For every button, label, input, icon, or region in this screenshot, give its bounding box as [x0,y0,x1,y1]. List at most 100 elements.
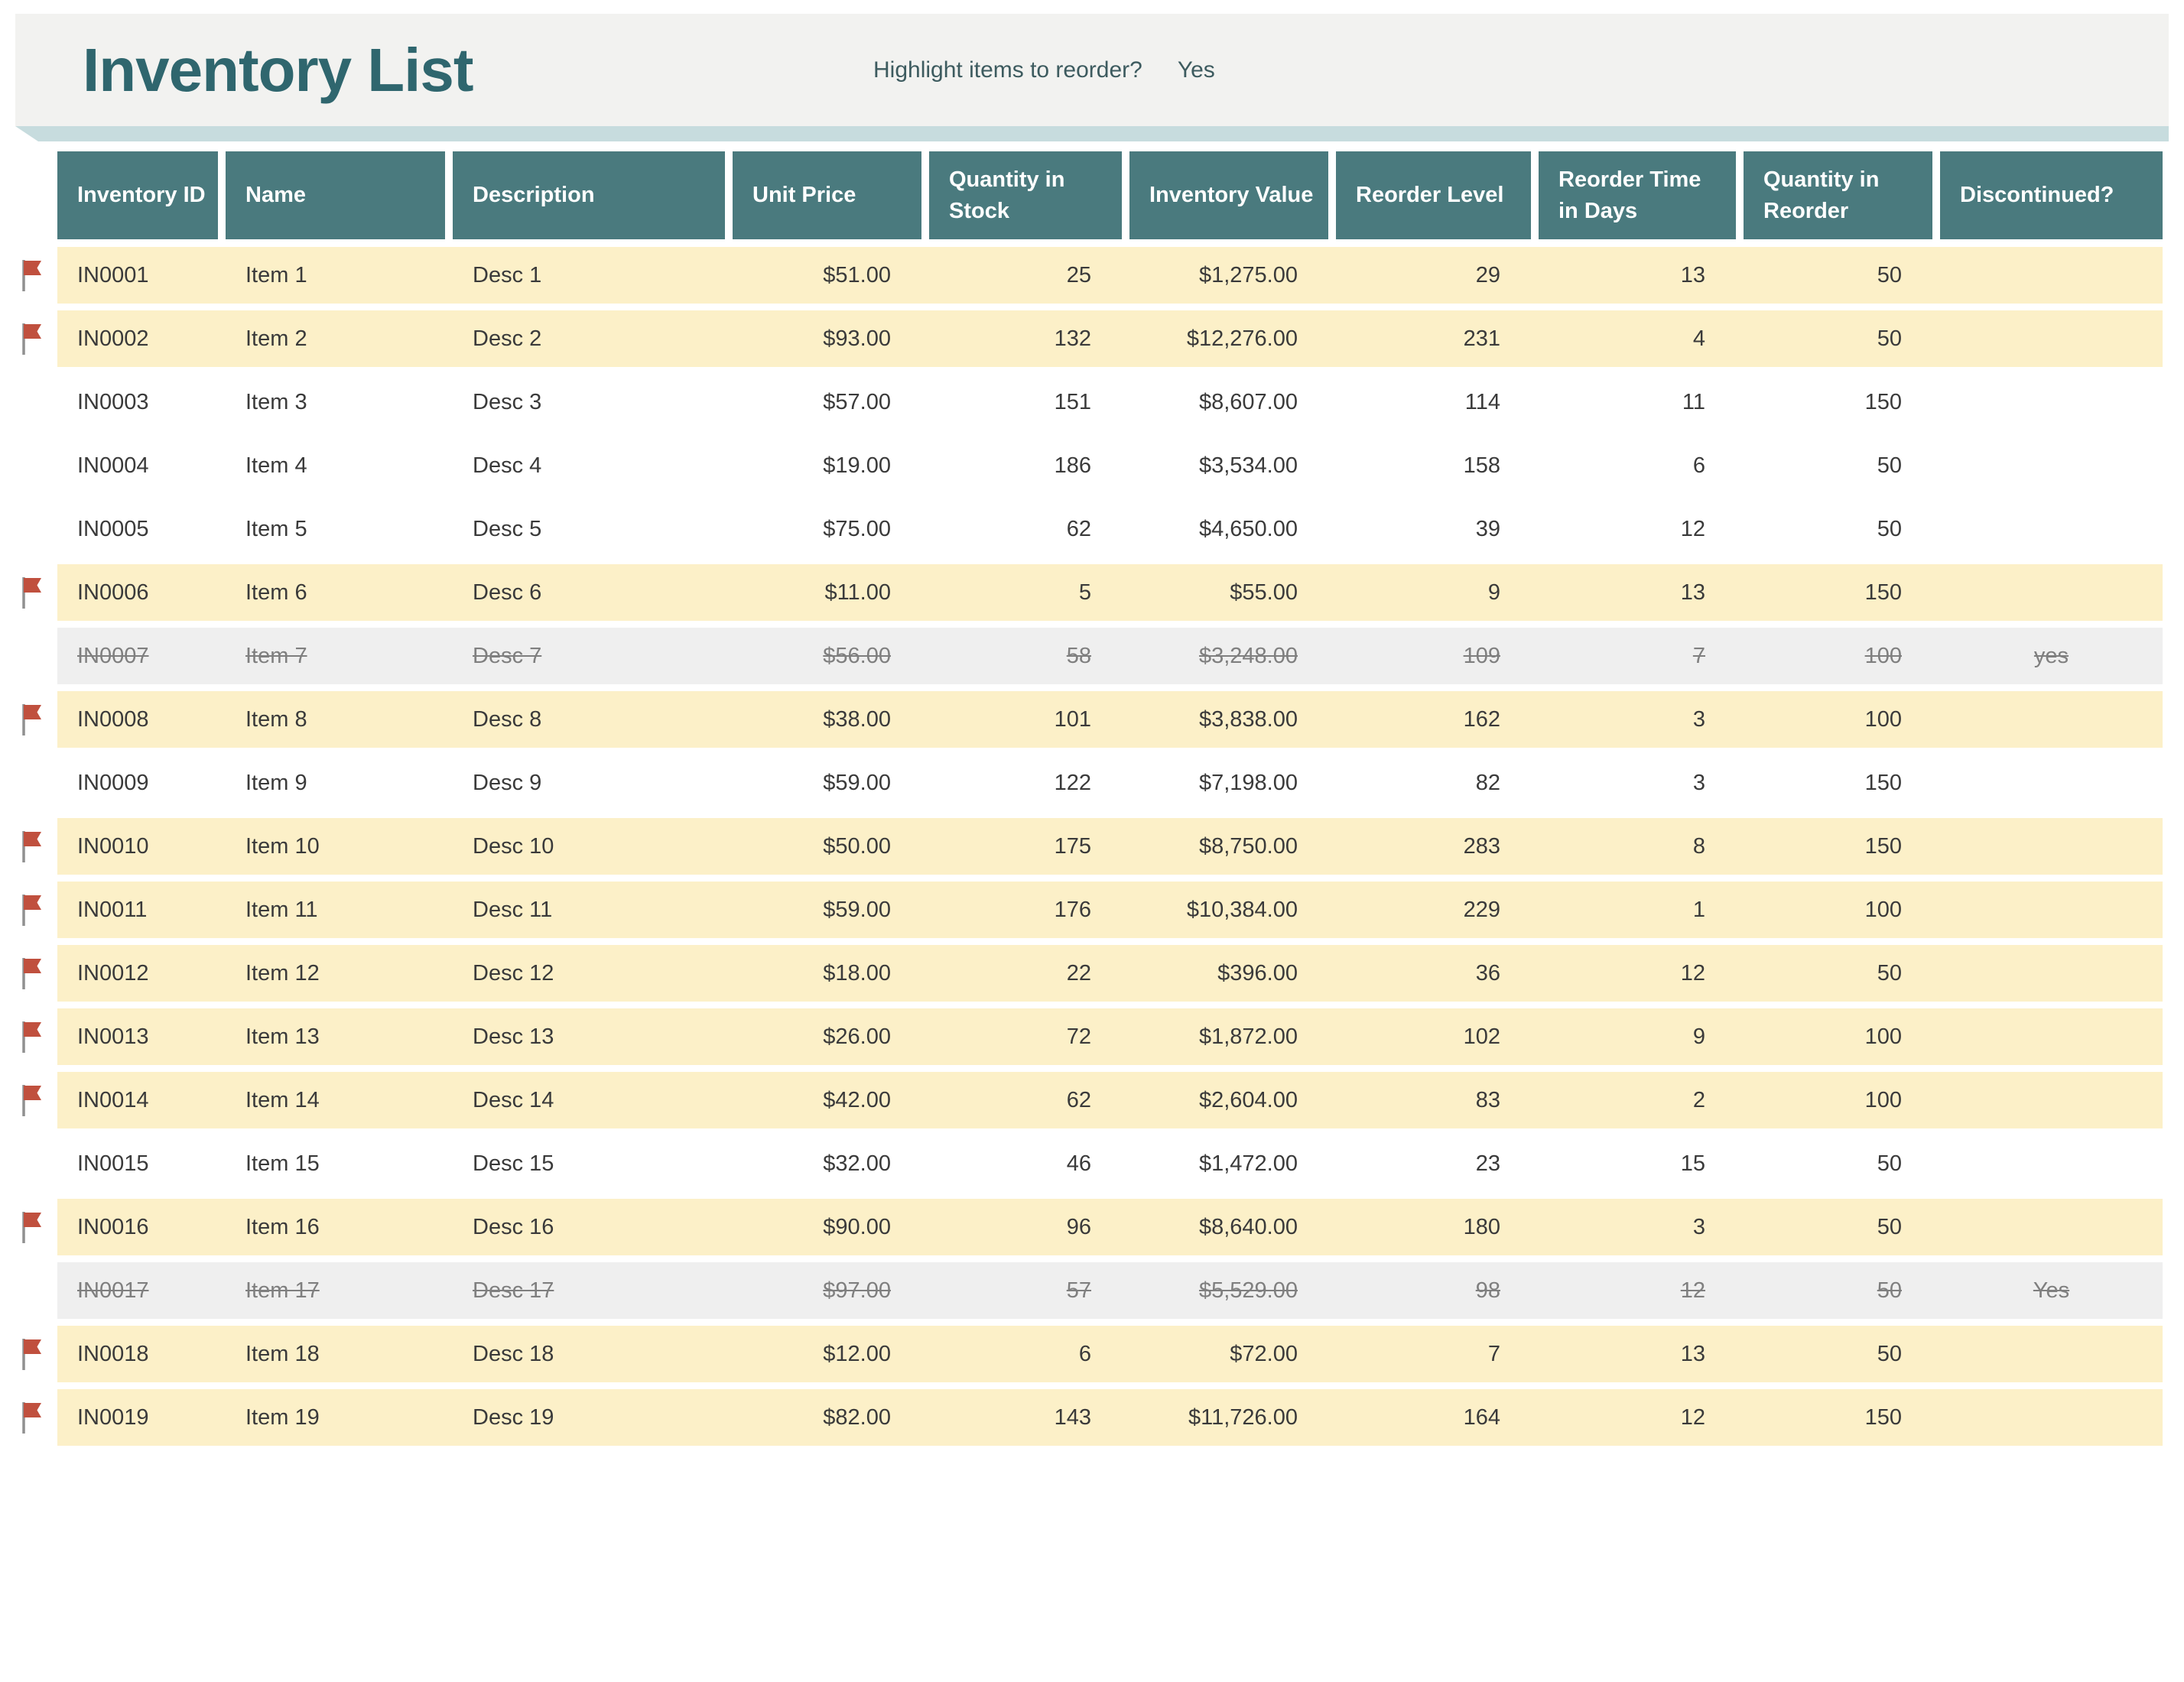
cell-reorder-time-in-days[interactable]: 13 [1680,580,1705,605]
cell-quantity-in-stock[interactable]: 58 [1066,643,1091,668]
cell-unit-price[interactable]: $26.00 [823,1024,891,1049]
cell-description[interactable]: Desc 13 [473,1024,554,1049]
cell-name[interactable]: Item 13 [245,1024,320,1049]
cell-description[interactable]: Desc 18 [473,1341,554,1366]
cell-inventory-id[interactable]: IN0008 [77,706,149,732]
cell-description[interactable]: Desc 4 [473,453,542,478]
cell-name[interactable]: Item 16 [245,1214,320,1239]
cell-quantity-in-reorder[interactable]: 150 [1864,389,1902,414]
cell-unit-price[interactable]: $59.00 [823,897,891,922]
cell-reorder-level[interactable]: 82 [1475,770,1500,795]
cell-reorder-time-in-days[interactable]: 11 [1682,389,1705,414]
cell-inventory-id[interactable]: IN0004 [77,453,149,478]
cell-inventory-id[interactable]: IN0001 [77,262,149,287]
cell-name[interactable]: Item 5 [245,516,307,541]
cell-unit-price[interactable]: $50.00 [823,833,891,859]
cell-description[interactable]: Desc 16 [473,1214,554,1239]
cell-unit-price[interactable]: $38.00 [823,706,891,732]
cell-reorder-level[interactable]: 114 [1464,389,1500,414]
cell-unit-price[interactable]: $90.00 [823,1214,891,1239]
cell-quantity-in-stock[interactable]: 101 [1054,706,1091,732]
cell-description[interactable]: Desc 11 [473,897,553,922]
cell-quantity-in-reorder[interactable]: 150 [1864,770,1902,795]
cell-name[interactable]: Item 12 [245,960,320,985]
cell-quantity-in-stock[interactable]: 62 [1066,1087,1091,1112]
cell-inventory-value[interactable]: $3,838.00 [1198,706,1298,732]
cell-quantity-in-stock[interactable]: 176 [1054,897,1091,922]
cell-description[interactable]: Desc 7 [473,643,542,668]
cell-inventory-id[interactable]: IN0005 [77,516,149,541]
cell-name[interactable]: Item 8 [245,706,307,732]
cell-reorder-level[interactable]: 98 [1475,1278,1500,1303]
cell-discontinued[interactable]: Yes [2033,1278,2070,1303]
cell-reorder-time-in-days[interactable]: 3 [1692,1214,1705,1239]
cell-reorder-time-in-days[interactable]: 1 [1692,897,1705,922]
cell-description[interactable]: Desc 17 [473,1278,554,1303]
cell-reorder-level[interactable]: 283 [1463,833,1500,859]
cell-quantity-in-stock[interactable]: 62 [1066,516,1091,541]
cell-inventory-value[interactable]: $3,248.00 [1198,643,1298,668]
cell-quantity-in-stock[interactable]: 143 [1054,1404,1091,1430]
cell-unit-price[interactable]: $82.00 [823,1404,891,1430]
cell-inventory-value[interactable]: $5,529.00 [1198,1278,1298,1303]
cell-inventory-value[interactable]: $12,276.00 [1186,326,1298,351]
cell-reorder-level[interactable]: 9 [1487,580,1500,605]
cell-quantity-in-stock[interactable]: 186 [1054,453,1091,478]
cell-name[interactable]: Item 3 [245,389,307,414]
cell-reorder-level[interactable]: 180 [1463,1214,1500,1239]
cell-description[interactable]: Desc 2 [473,326,542,351]
cell-unit-price[interactable]: $97.00 [823,1278,891,1303]
cell-name[interactable]: Item 7 [245,643,307,668]
cell-reorder-time-in-days[interactable]: 3 [1692,770,1705,795]
cell-inventory-value[interactable]: $3,534.00 [1198,453,1298,478]
cell-reorder-time-in-days[interactable]: 12 [1680,1404,1705,1430]
cell-inventory-value[interactable]: $4,650.00 [1198,516,1298,541]
cell-description[interactable]: Desc 10 [473,833,554,859]
cell-name[interactable]: Item 11 [245,897,318,922]
cell-reorder-time-in-days[interactable]: 6 [1692,453,1705,478]
reorder-prompt-value[interactable]: Yes [1177,57,1215,83]
cell-description[interactable]: Desc 9 [473,770,542,795]
cell-inventory-value[interactable]: $8,640.00 [1198,1214,1298,1239]
cell-inventory-id[interactable]: IN0003 [77,389,149,414]
cell-discontinued[interactable]: yes [2033,643,2069,668]
cell-reorder-time-in-days[interactable]: 4 [1692,326,1705,351]
cell-reorder-level[interactable]: 229 [1463,897,1500,922]
cell-reorder-time-in-days[interactable]: 12 [1680,1278,1705,1303]
cell-description[interactable]: Desc 6 [473,580,542,605]
cell-reorder-level[interactable]: 102 [1463,1024,1500,1049]
cell-quantity-in-reorder[interactable]: 50 [1877,453,1902,478]
cell-quantity-in-stock[interactable]: 151 [1054,389,1091,414]
cell-unit-price[interactable]: $57.00 [823,389,891,414]
cell-name[interactable]: Item 14 [245,1087,320,1112]
cell-description[interactable]: Desc 3 [473,389,542,414]
cell-quantity-in-reorder[interactable]: 150 [1864,833,1902,859]
cell-quantity-in-stock[interactable]: 57 [1066,1278,1091,1303]
cell-unit-price[interactable]: $11.00 [824,580,891,605]
cell-quantity-in-stock[interactable]: 122 [1054,770,1091,795]
cell-name[interactable]: Item 1 [245,262,307,287]
cell-quantity-in-reorder[interactable]: 50 [1877,1151,1902,1176]
cell-quantity-in-stock[interactable]: 6 [1078,1341,1091,1366]
cell-unit-price[interactable]: $51.00 [823,262,891,287]
cell-name[interactable]: Item 17 [245,1278,320,1303]
cell-description[interactable]: Desc 5 [473,516,542,541]
cell-inventory-id[interactable]: IN0015 [77,1151,149,1176]
cell-reorder-level[interactable]: 29 [1475,262,1500,287]
cell-inventory-value[interactable]: $11,726.00 [1188,1404,1298,1430]
cell-reorder-time-in-days[interactable]: 8 [1692,833,1705,859]
cell-inventory-id[interactable]: IN0018 [77,1341,149,1366]
cell-reorder-level[interactable]: 36 [1475,960,1500,985]
cell-inventory-value[interactable]: $7,198.00 [1198,770,1298,795]
cell-reorder-time-in-days[interactable]: 13 [1680,262,1705,287]
cell-name[interactable]: Item 19 [245,1404,320,1430]
cell-reorder-time-in-days[interactable]: 3 [1692,706,1705,732]
cell-name[interactable]: Item 9 [245,770,307,795]
cell-reorder-level[interactable]: 83 [1475,1087,1500,1112]
cell-inventory-value[interactable]: $1,472.00 [1198,1151,1298,1176]
cell-inventory-value[interactable]: $1,275.00 [1198,262,1298,287]
cell-inventory-value[interactable]: $396.00 [1217,960,1298,985]
cell-name[interactable]: Item 10 [245,833,320,859]
cell-reorder-level[interactable]: 7 [1487,1341,1500,1366]
cell-inventory-id[interactable]: IN0017 [77,1278,149,1303]
